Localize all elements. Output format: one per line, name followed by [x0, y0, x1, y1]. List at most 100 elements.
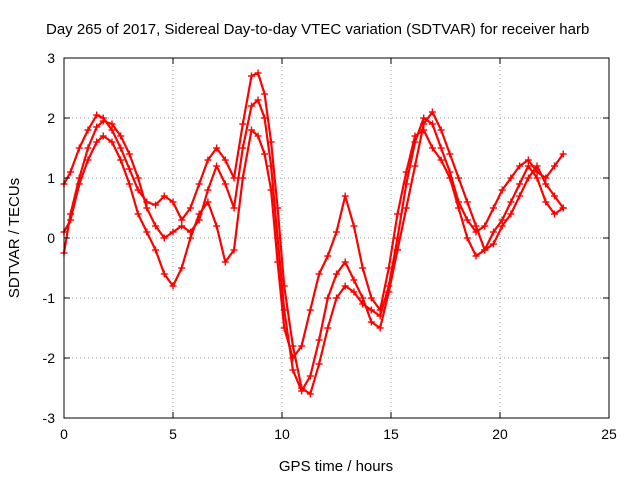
data-point — [254, 132, 262, 140]
data-point — [315, 360, 323, 368]
data-point — [437, 126, 445, 134]
data-point — [333, 294, 340, 302]
data-point — [498, 186, 506, 194]
data-point — [411, 162, 419, 170]
data-point — [195, 180, 203, 188]
data-point — [99, 132, 107, 140]
data-point — [385, 264, 393, 272]
data-point — [359, 264, 367, 272]
data-point — [437, 156, 445, 164]
data-point — [420, 114, 428, 122]
data-point — [99, 117, 107, 125]
data-point — [533, 162, 541, 170]
data-point — [516, 162, 524, 170]
data-point — [472, 252, 480, 260]
y-tick-label: 0 — [47, 230, 55, 246]
data-point — [261, 90, 269, 98]
data-point — [385, 288, 393, 296]
data-point — [230, 174, 238, 182]
data-point — [93, 123, 101, 131]
data-point — [446, 174, 454, 182]
data-point — [108, 138, 116, 146]
data-point — [195, 210, 203, 218]
data-point — [489, 240, 497, 248]
data-point — [498, 216, 506, 224]
data-point — [524, 162, 532, 170]
data-point — [75, 180, 83, 188]
y-axis-label: SDTVAR / TECUs — [6, 178, 23, 298]
data-point — [169, 198, 177, 206]
data-point — [551, 210, 558, 218]
data-point — [204, 186, 212, 194]
data-point — [524, 156, 532, 164]
data-point — [463, 216, 471, 224]
data-point — [367, 318, 375, 326]
data-point — [455, 204, 463, 212]
data-point — [178, 264, 186, 272]
data-point — [221, 258, 229, 266]
data-point — [341, 192, 349, 200]
y-tick-label: 2 — [47, 110, 55, 126]
data-point — [204, 198, 212, 206]
data-point — [559, 204, 567, 212]
data-point — [169, 228, 177, 236]
data-point — [84, 156, 92, 164]
x-tick-label: 0 — [60, 426, 68, 442]
data-point — [117, 144, 125, 152]
x-tick-label: 25 — [601, 426, 617, 442]
data-point — [152, 201, 160, 209]
data-point — [428, 144, 436, 152]
data-point — [267, 162, 275, 170]
data-point — [125, 165, 133, 173]
data-point — [261, 114, 269, 122]
data-point — [125, 180, 133, 188]
data-point — [247, 102, 255, 110]
data-point — [84, 126, 92, 134]
data-point — [507, 198, 515, 206]
data-point — [93, 111, 101, 119]
data-point — [306, 306, 314, 314]
y-tick-label: -2 — [43, 350, 56, 366]
data-point — [481, 246, 489, 254]
data-point — [125, 150, 133, 158]
data-point — [261, 150, 269, 158]
data-point — [221, 180, 229, 188]
axis-ticks: 0 5 10 15 20 25 -3 -2 -1 0 1 2 3 — [43, 50, 617, 442]
data-point — [324, 324, 332, 332]
data-point — [204, 156, 212, 164]
data-point — [239, 144, 247, 152]
data-point — [437, 144, 445, 152]
data-point — [221, 156, 229, 164]
y-tick-label: 3 — [47, 50, 55, 66]
data-point — [367, 294, 375, 302]
data-point — [420, 126, 428, 134]
data-point — [542, 180, 550, 188]
data-point — [306, 372, 314, 380]
data-point — [67, 216, 75, 224]
data-point — [350, 222, 358, 230]
data-point — [350, 288, 358, 296]
data-point — [160, 270, 168, 278]
data-point — [306, 390, 314, 398]
data-point — [420, 120, 428, 128]
data-point — [239, 120, 247, 128]
data-point — [350, 276, 358, 284]
data-point — [524, 174, 532, 182]
data-point — [341, 258, 349, 266]
data-point — [507, 174, 515, 182]
data-point — [152, 246, 160, 254]
data-point — [84, 144, 92, 152]
data-point — [247, 126, 255, 134]
y-tick-label: -3 — [43, 410, 56, 426]
data-point — [402, 168, 410, 176]
data-point — [280, 324, 288, 332]
data-point — [67, 168, 75, 176]
data-point — [324, 252, 332, 260]
x-tick-label: 20 — [492, 426, 508, 442]
data-point — [117, 156, 125, 164]
x-tick-label: 15 — [383, 426, 399, 442]
data-point — [178, 216, 186, 224]
data-point — [533, 174, 541, 182]
